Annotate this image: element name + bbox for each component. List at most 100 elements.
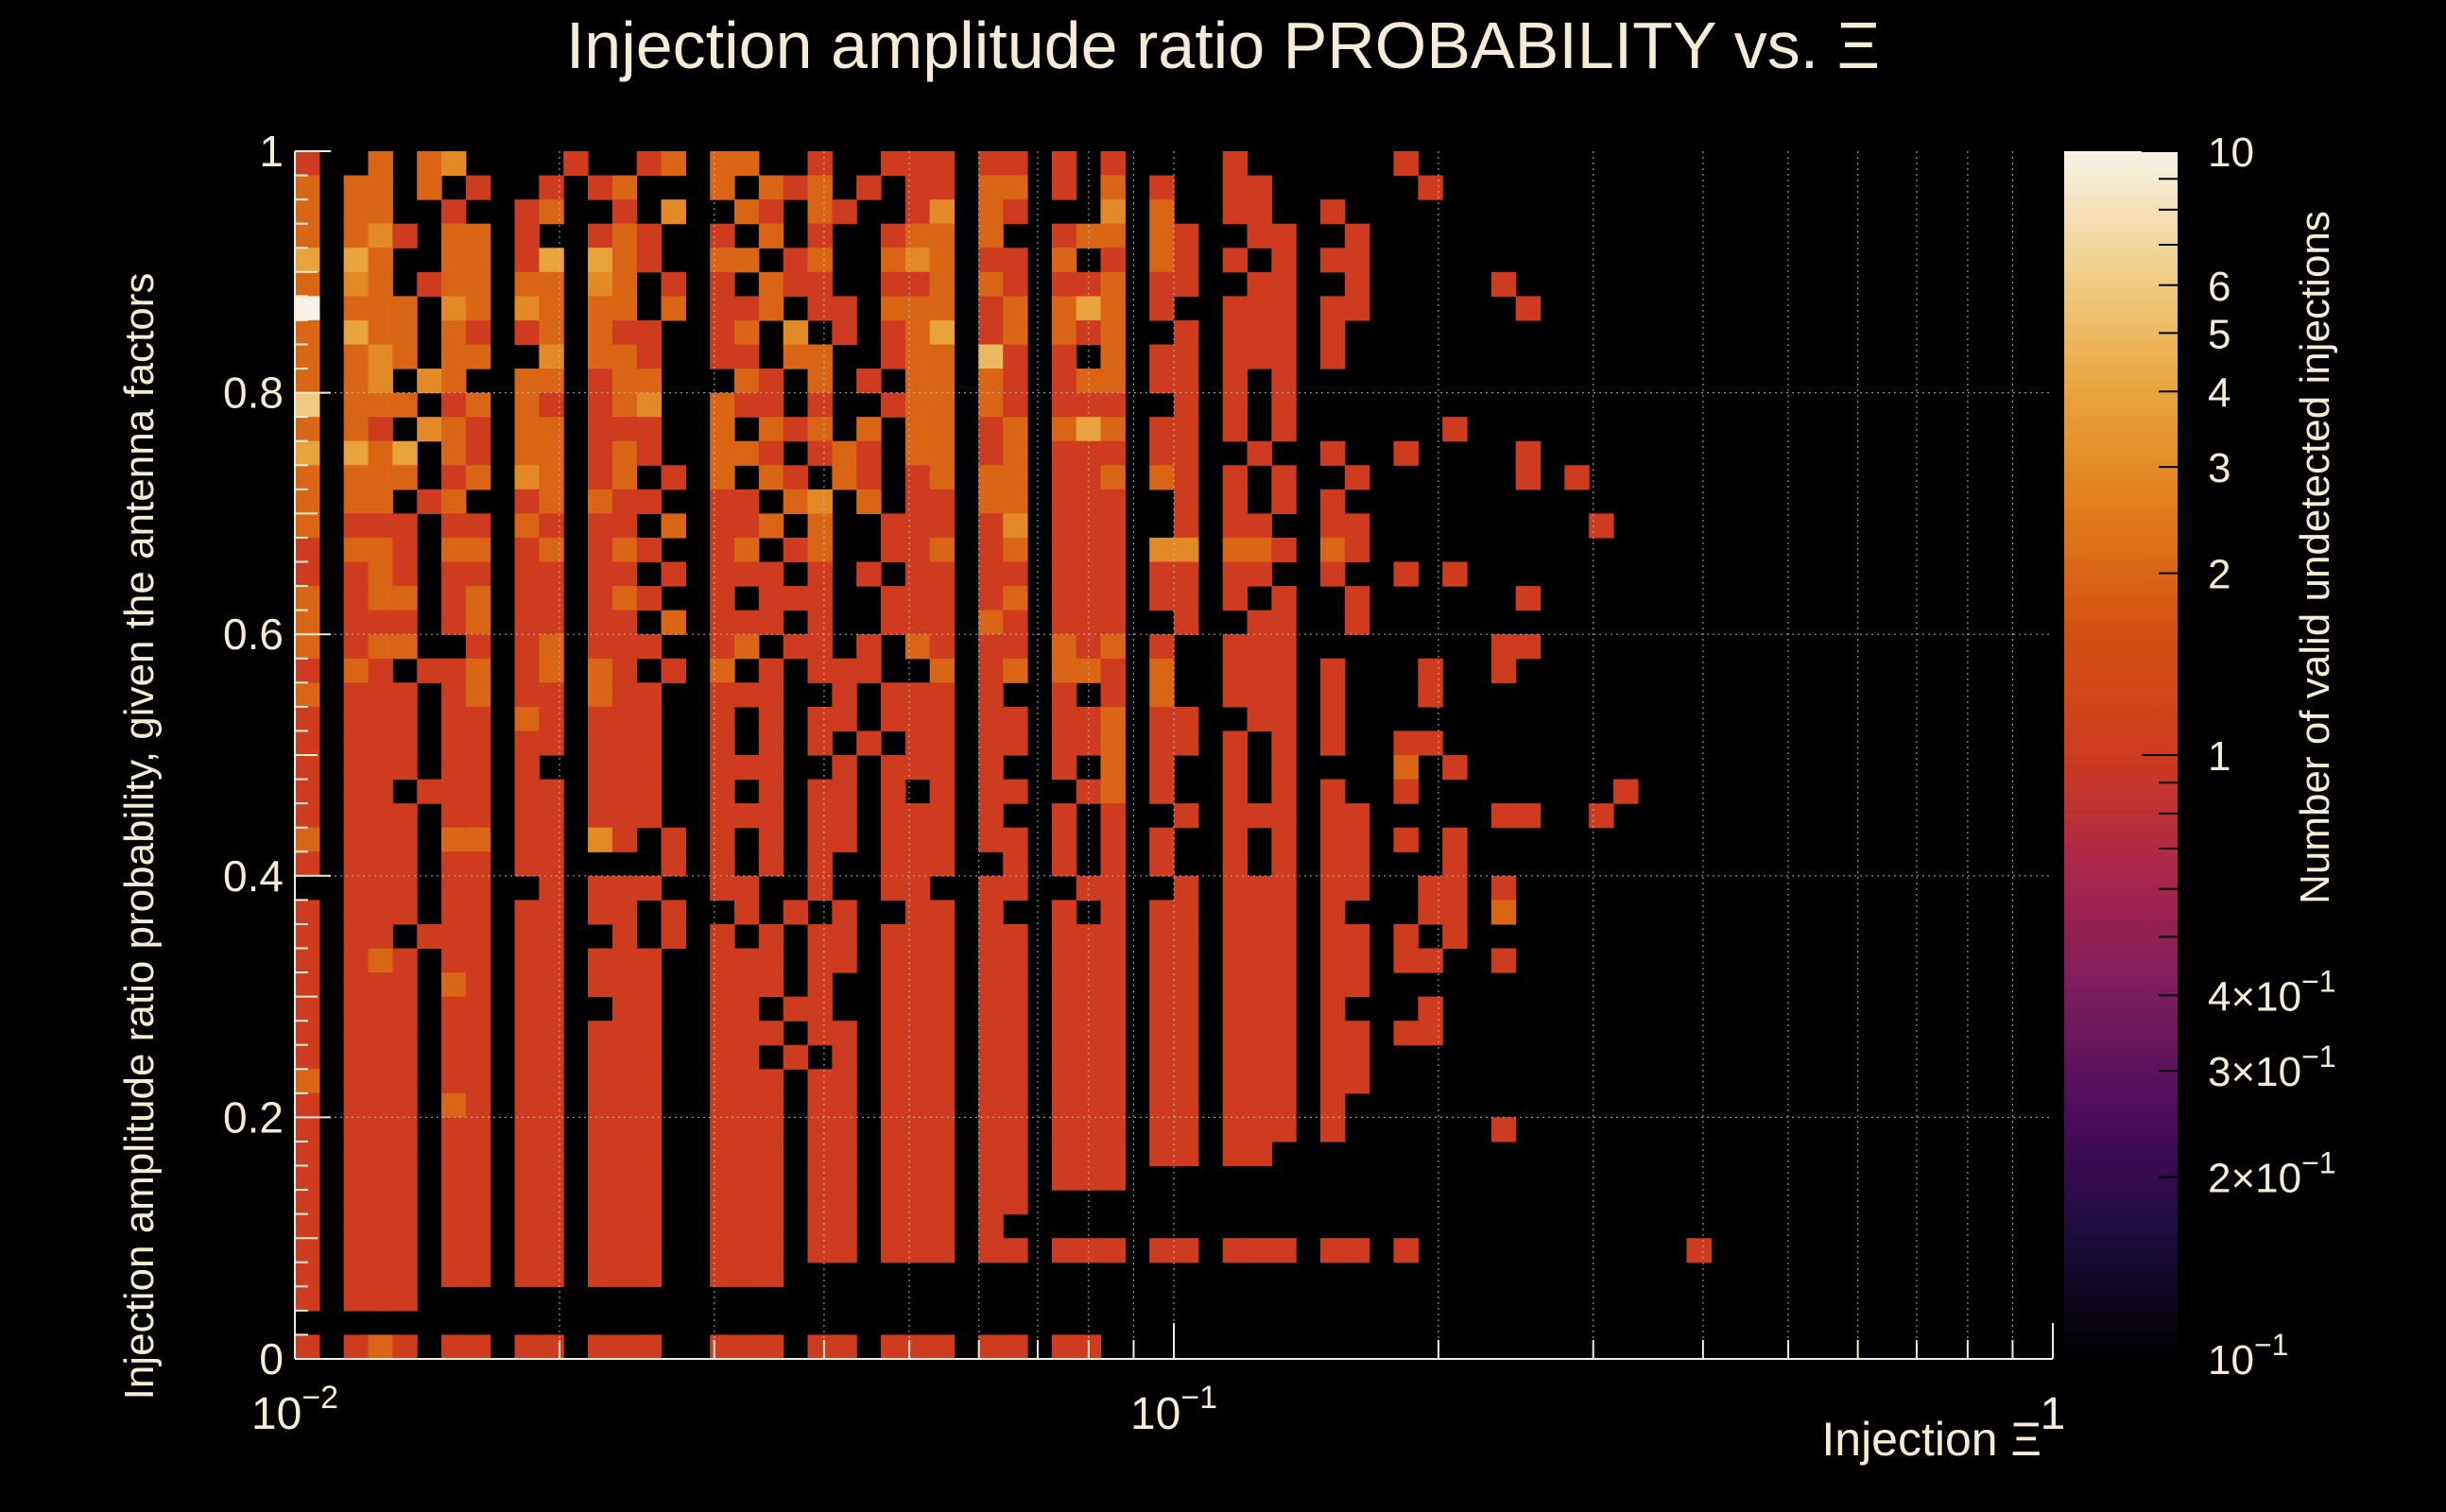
- heatmap-cell: [1076, 586, 1102, 611]
- heatmap-cell: [465, 344, 491, 369]
- heatmap-cells: [295, 151, 1712, 1360]
- heatmap-cell: [636, 537, 663, 563]
- heatmap-cell: [1564, 465, 1590, 490]
- heatmap-cell: [807, 1165, 833, 1191]
- heatmap-cell: [1003, 634, 1028, 660]
- heatmap-cell: [978, 1117, 1004, 1143]
- heatmap-cell: [441, 392, 467, 418]
- heatmap-cell: [1344, 827, 1370, 852]
- heatmap-cell: [514, 634, 540, 660]
- heatmap-cell: [1320, 1069, 1346, 1094]
- heatmap-cell: [1515, 465, 1542, 490]
- heatmap-cell: [807, 1190, 833, 1215]
- heatmap-cell: [881, 948, 906, 973]
- heatmap-cell: [368, 151, 393, 177]
- heatmap-cell: [465, 465, 491, 490]
- heatmap-cell: [856, 561, 882, 587]
- heatmap-cell: [368, 1117, 393, 1143]
- heatmap-cell: [1247, 923, 1272, 950]
- heatmap-cell: [1174, 440, 1199, 466]
- heatmap-cell: [1222, 392, 1249, 418]
- heatmap-cell: [661, 923, 686, 950]
- grid-lines: [295, 151, 2053, 1359]
- heatmap-cell: [1515, 440, 1542, 466]
- heatmap-cell: [1222, 586, 1249, 611]
- heatmap-cell: [1051, 151, 1077, 177]
- heatmap-cell: [734, 489, 760, 514]
- heatmap-cell: [343, 851, 370, 877]
- heatmap-cell: [1271, 948, 1297, 973]
- heatmap-cell: [465, 586, 491, 611]
- heatmap-cell: [929, 755, 956, 781]
- heatmap-cell: [1003, 875, 1028, 901]
- heatmap-cell: [1003, 730, 1028, 756]
- heatmap-cell: [368, 1044, 393, 1070]
- heatmap-cell: [441, 1262, 467, 1287]
- heatmap-cell: [392, 1021, 418, 1046]
- heatmap-cell: [612, 779, 638, 804]
- x-tick-label: 1: [2041, 1389, 2066, 1439]
- heatmap-cell: [1222, 1092, 1249, 1118]
- heatmap-cell: [929, 1044, 956, 1070]
- heatmap-cell: [1442, 827, 1468, 852]
- heatmap-cell: [661, 513, 686, 539]
- heatmap-cell: [539, 1044, 564, 1070]
- heatmap-cell: [758, 803, 784, 829]
- heatmap-cell: [1149, 948, 1175, 973]
- heatmap-cell: [368, 1213, 393, 1239]
- heatmap-cell: [929, 537, 956, 563]
- heatmap-cell: [514, 1190, 540, 1215]
- heatmap-cell: [1271, 344, 1297, 369]
- heatmap-cell: [441, 682, 467, 708]
- heatmap-cell: [978, 875, 1004, 901]
- heatmap-cell: [1418, 875, 1443, 901]
- heatmap-cell: [758, 1117, 784, 1143]
- heatmap-cell: [465, 827, 491, 852]
- heatmap-cell: [978, 923, 1004, 950]
- heatmap-cell: [881, 610, 906, 635]
- heatmap-cell: [465, 1044, 491, 1070]
- heatmap-cell: [1344, 586, 1370, 611]
- heatmap-cell: [978, 465, 1004, 490]
- heatmap-cell: [1100, 1165, 1126, 1191]
- heatmap-cell: [612, 948, 638, 973]
- heatmap-cell: [1344, 513, 1370, 539]
- heatmap-cell: [441, 489, 467, 514]
- heatmap-cell: [758, 1069, 784, 1094]
- heatmap-cell: [514, 948, 540, 973]
- heatmap-cell: [807, 248, 833, 273]
- heatmap-cell: [1003, 175, 1028, 200]
- heatmap-cell: [612, 248, 638, 273]
- heatmap-cell: [368, 779, 393, 804]
- heatmap-cell: [295, 755, 320, 781]
- heatmap-cell: [514, 1141, 540, 1167]
- heatmap-cell: [343, 875, 370, 901]
- heatmap-cell: [636, 1334, 663, 1360]
- heatmap-cell: [612, 223, 638, 249]
- heatmap-cell: [636, 875, 663, 901]
- heatmap-cell: [783, 271, 809, 297]
- heatmap-cell: [1003, 1141, 1028, 1167]
- heatmap-cell: [734, 1069, 760, 1094]
- heatmap-cell: [1320, 199, 1346, 225]
- heatmap-cell: [1174, 369, 1199, 394]
- heatmap-cell: [1393, 1021, 1419, 1046]
- heatmap-cell: [539, 440, 564, 466]
- heatmap-cell: [295, 634, 320, 660]
- heatmap-cell: [881, 827, 906, 852]
- heatmap-cell: [636, 392, 663, 418]
- heatmap-cell: [612, 440, 638, 466]
- heatmap-cell: [539, 851, 564, 877]
- heatmap-cell: [661, 658, 686, 683]
- heatmap-cell: [465, 248, 491, 273]
- heatmap-cell: [734, 319, 760, 346]
- heatmap-cell: [539, 900, 564, 925]
- heatmap-cell: [368, 223, 393, 249]
- heatmap-cell: [1271, 465, 1297, 490]
- heatmap-cell: [1344, 851, 1370, 877]
- heatmap-cell: [514, 489, 540, 514]
- heatmap-cell: [1149, 586, 1175, 611]
- heatmap-cell: [295, 151, 320, 177]
- heatmap-cell: [1320, 730, 1346, 756]
- x-axis-label: Injection Ξ: [1821, 1413, 2041, 1466]
